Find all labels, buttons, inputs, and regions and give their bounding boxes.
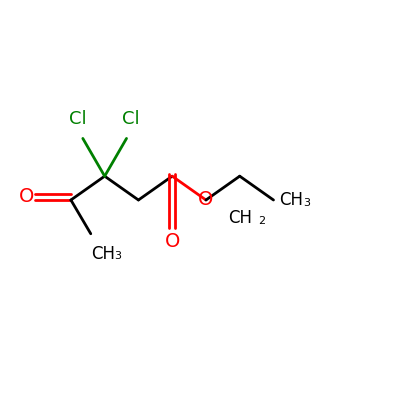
Text: 3: 3: [303, 198, 310, 208]
Text: O: O: [164, 232, 180, 251]
Text: 3: 3: [114, 252, 122, 262]
Text: O: O: [19, 187, 34, 206]
Text: CH: CH: [228, 209, 252, 227]
Text: Cl: Cl: [69, 110, 87, 128]
Text: O: O: [198, 190, 214, 210]
Text: CH: CH: [280, 191, 304, 209]
Text: CH: CH: [91, 245, 115, 263]
Text: Cl: Cl: [122, 110, 140, 128]
Text: 2: 2: [258, 216, 265, 226]
